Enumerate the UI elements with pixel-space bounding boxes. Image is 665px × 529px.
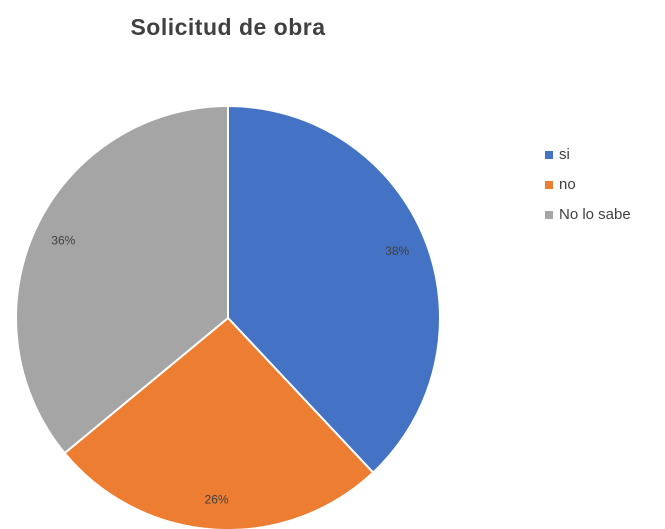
legend-item-no: no bbox=[545, 176, 631, 193]
legend-label-no: no bbox=[559, 176, 576, 193]
chart-title: Solicitud de obra bbox=[130, 14, 326, 40]
legend-swatch-si bbox=[545, 150, 553, 159]
chart-legend: si no No lo sabe bbox=[545, 146, 631, 223]
legend-swatch-no-lo-sabe bbox=[545, 210, 553, 219]
pie-slice-no bbox=[63, 316, 375, 529]
legend-item-no-lo-sabe: No lo sabe bbox=[545, 206, 631, 223]
pie-slice-no-lo-sabe bbox=[15, 104, 229, 455]
data-label-no-lo-sabe: 36% bbox=[51, 234, 75, 248]
data-label-si: 38% bbox=[385, 244, 409, 258]
legend-label-si: si bbox=[559, 146, 570, 163]
data-label-no: 26% bbox=[205, 493, 229, 507]
legend-swatch-no bbox=[545, 180, 553, 189]
pie-slice-si bbox=[227, 104, 441, 474]
legend-item-si: si bbox=[545, 146, 631, 163]
legend-label-no-lo-sabe: No lo sabe bbox=[559, 206, 631, 223]
